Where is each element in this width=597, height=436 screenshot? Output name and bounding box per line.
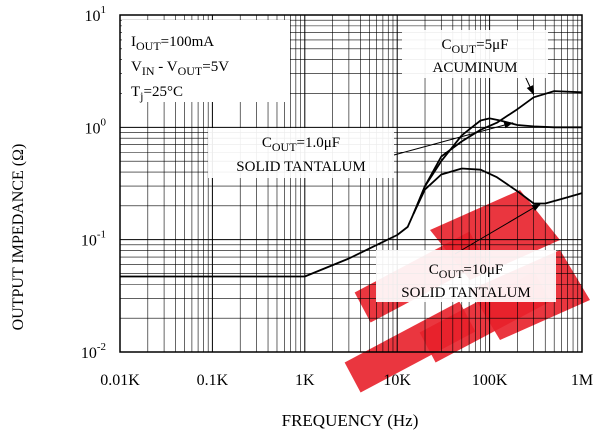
condition-text: =5V bbox=[202, 59, 229, 75]
y-tick-base: 10 bbox=[81, 233, 97, 250]
annotation-line-1: COUT=10μF bbox=[429, 262, 504, 281]
annotation-text: =1.0μF bbox=[297, 135, 341, 151]
y-axis-label: OUTPUT IMPEDANCE (Ω) bbox=[10, 144, 27, 331]
annotation-background bbox=[376, 250, 556, 302]
annotation-arrow-head bbox=[526, 85, 534, 95]
condition-text: I bbox=[131, 34, 136, 50]
y-tick-exponent: -1 bbox=[97, 229, 106, 241]
y-tick-exponent: -2 bbox=[97, 341, 106, 353]
annotation-line-1: COUT=5μF bbox=[441, 37, 508, 56]
condition-text: - V bbox=[155, 59, 178, 75]
series-line-3 bbox=[412, 167, 583, 215]
y-tick-label: 10-2 bbox=[81, 341, 106, 362]
conditions-background bbox=[122, 20, 290, 102]
condition-subscript: j bbox=[139, 89, 143, 103]
x-axis-label: FREQUENCY (Hz) bbox=[282, 411, 419, 430]
condition-line: Tj=25°C bbox=[131, 84, 183, 103]
annotation-text: C bbox=[429, 262, 439, 278]
x-tick-label: 0.1K bbox=[197, 372, 229, 389]
annotation-background bbox=[402, 30, 548, 78]
condition-line: IOUT=100mA bbox=[131, 34, 214, 53]
watermark-bar bbox=[344, 301, 476, 393]
annotation-line-2: SOLID TANTALUM bbox=[401, 285, 530, 301]
y-tick-base: 10 bbox=[85, 8, 101, 25]
condition-subscript: OUT bbox=[136, 39, 161, 53]
condition-text: V bbox=[131, 59, 142, 75]
y-tick-exponent: 1 bbox=[101, 4, 107, 16]
series-lines bbox=[120, 90, 583, 278]
y-tick-exponent: 0 bbox=[101, 116, 107, 128]
y-tick-label: 10-1 bbox=[81, 229, 106, 250]
annotation-text: =5μF bbox=[476, 37, 508, 53]
x-tick-label: 10K bbox=[383, 372, 411, 389]
annotation-line-2: ACUMINUM bbox=[432, 60, 517, 76]
condition-line: VIN - VOUT=5V bbox=[131, 59, 229, 78]
y-tick-label: 101 bbox=[85, 4, 107, 25]
annotation-line-2: SOLID TANTALUM bbox=[236, 159, 365, 175]
y-tick-label: 100 bbox=[85, 116, 107, 137]
x-tick-label: 1M bbox=[571, 372, 593, 389]
annotation-text: C bbox=[441, 37, 451, 53]
annotation-arrow-line bbox=[454, 203, 542, 255]
annotation-arrow-head bbox=[503, 121, 514, 129]
condition-subscript: OUT bbox=[178, 64, 203, 78]
condition-text: =25°C bbox=[144, 84, 183, 100]
annotation-subscript: OUT bbox=[439, 267, 464, 281]
x-tick-label: 0.01K bbox=[100, 372, 140, 389]
plot-frame bbox=[119, 14, 583, 353]
annotation-text: C bbox=[262, 135, 272, 151]
annotation-line-1: COUT=1.0μF bbox=[262, 135, 340, 154]
condition-text: T bbox=[131, 84, 140, 100]
annotation-subscript: OUT bbox=[452, 42, 477, 56]
annotation-subscript: OUT bbox=[272, 140, 297, 154]
annotation-text: =10μF bbox=[463, 262, 503, 278]
y-tick-base: 10 bbox=[81, 345, 97, 362]
condition-text: =100mA bbox=[161, 34, 215, 50]
annotation-arrow-head bbox=[531, 203, 542, 212]
condition-subscript: IN bbox=[142, 64, 155, 78]
annotation-background bbox=[208, 128, 394, 178]
y-tick-base: 10 bbox=[85, 120, 101, 137]
x-tick-label: 1K bbox=[295, 372, 315, 389]
series-line-2 bbox=[412, 117, 582, 215]
series-line-1 bbox=[120, 90, 583, 278]
annotation-arrow-line bbox=[393, 122, 514, 156]
x-tick-label: 100K bbox=[472, 372, 508, 389]
